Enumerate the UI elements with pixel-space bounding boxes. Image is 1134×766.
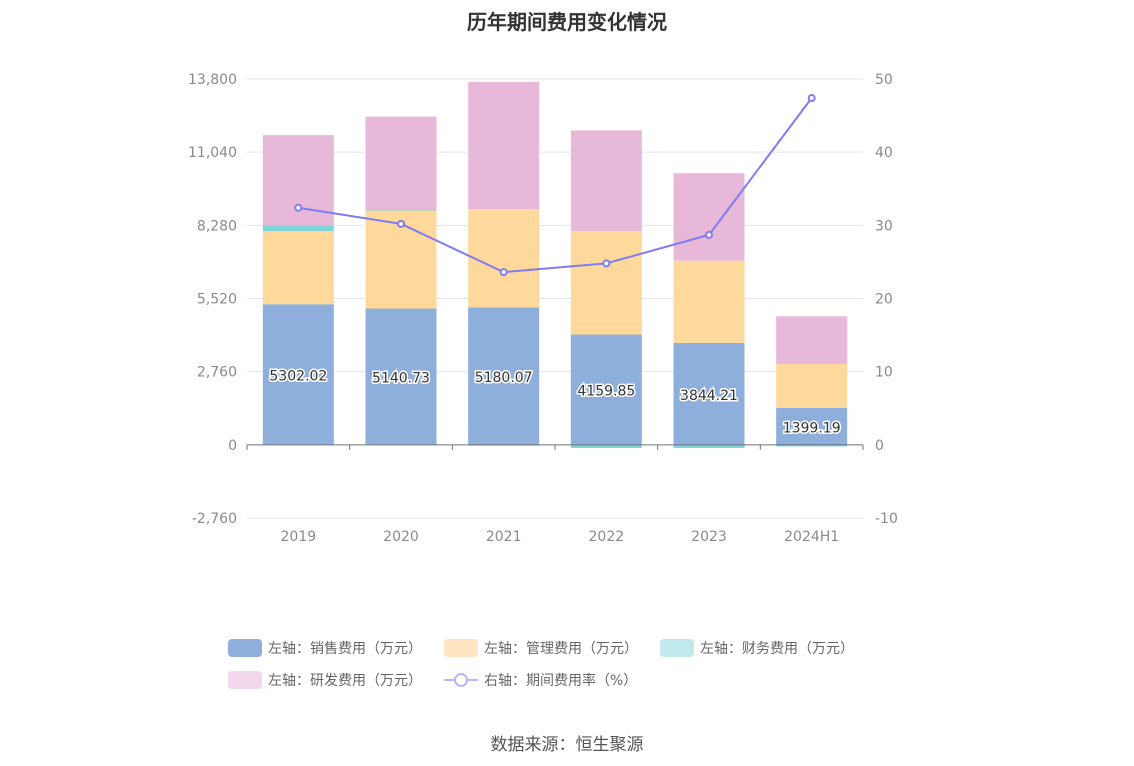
data-label-sales: 1399.19 [783, 420, 841, 436]
bar-segment-series-0-2022 [570, 334, 642, 445]
x-tick-label: 2019 [281, 529, 317, 545]
bar-segment-series-3-2021 [468, 81, 540, 210]
x-tick-label: 2020 [383, 529, 419, 545]
y-left-tick-label: 13,800 [188, 72, 237, 88]
data-labels: 5302.02 5140.73 5180.07 4159.85 3844.21 1399.… [268, 367, 842, 438]
legend-swatch-rd [228, 671, 262, 689]
legend-item-rd[interactable]: 左轴：研发费用（万元） [228, 670, 422, 690]
bar-segment-series-0-2020 [365, 308, 437, 445]
legend-swatch-admin [444, 639, 478, 657]
legend-item-admin[interactable]: 左轴：管理费用（万元） [444, 638, 638, 658]
y-left-tick-label: -2,760 [192, 511, 237, 527]
legend-label-rate: 右轴：期间费用率（%） [484, 673, 638, 689]
bar-segment-series-0-2019 [262, 304, 334, 445]
y-left-tick-label: 0 [228, 438, 237, 454]
y-right-tick-label: -10 [875, 511, 898, 527]
bar-segment-series-2-2022 [570, 444, 642, 449]
legend-item-finance[interactable]: 左轴：财务费用（万元） [660, 638, 854, 658]
bar-segment-series-2-2024H1 [776, 444, 848, 447]
data-label-sales: 5302.02 [269, 369, 327, 385]
legend-label-finance: 左轴：财务费用（万元） [700, 641, 854, 657]
y-left-tick-label: 2,760 [197, 365, 237, 381]
bar-segment-series-1-2019 [262, 231, 334, 305]
bar-segment-series-3-2020 [365, 116, 437, 210]
rate-point-2024H1 [807, 94, 816, 103]
y-left-tick-label: 5,520 [197, 292, 237, 308]
bar-segment-series-2-2023 [673, 444, 745, 449]
y-right-tick-label: 30 [875, 218, 893, 234]
rate-point-2022 [602, 259, 611, 268]
y-left-tick-label: 8,280 [197, 218, 237, 234]
bar-series [262, 81, 848, 449]
x-tick-label: 2023 [691, 529, 727, 545]
grid-lines [247, 78, 863, 519]
legend-item-sales[interactable]: 左轴：销售费用（万元） [228, 638, 422, 658]
legend-swatch-sales [228, 639, 262, 657]
data-label-sales: 5180.07 [475, 370, 533, 386]
legend-swatch-finance [660, 639, 694, 657]
legend-label-admin: 左轴：管理费用（万元） [484, 641, 638, 657]
y-right-tick-label: 10 [875, 365, 893, 381]
axes: 13,800 11,040 8,280 5,520 2,760 0 -2,760 50 40 30… [188, 72, 898, 545]
bar-segment-series-1-2021 [468, 209, 540, 308]
rate-line-series [294, 94, 816, 277]
x-tick-label: 2022 [589, 529, 625, 545]
bar-segment-series-0-2023 [673, 342, 745, 445]
x-tick-label: 2024H1 [784, 529, 839, 545]
bar-segment-series-2-2020 [365, 209, 437, 211]
bar-segment-series-3-2023 [673, 173, 745, 261]
y-right-tick-label: 40 [875, 145, 893, 161]
rate-point-2021 [499, 268, 508, 277]
bar-segment-series-0-2024H1 [776, 407, 848, 445]
y-right-tick-label: 20 [875, 292, 893, 308]
legend-label-rd: 左轴：研发费用（万元） [268, 673, 422, 689]
legend: 左轴：销售费用（万元） 左轴：管理费用（万元） 左轴：财务费用（万元） 左轴：研… [228, 632, 928, 696]
data-source-note: 数据来源：恒生聚源 [490, 735, 644, 755]
legend-label-sales: 左轴：销售费用（万元） [268, 641, 422, 657]
chart-title: 历年期间费用变化情况 [467, 10, 667, 34]
rate-point-2020 [397, 219, 405, 228]
data-label-sales: 3844.21 [680, 388, 738, 404]
y-left-tick-label: 11,040 [188, 145, 237, 161]
x-tick-label: 2021 [486, 529, 522, 545]
y-right-tick-label: 50 [875, 72, 893, 88]
bar-segment-series-1-2022 [570, 231, 642, 335]
data-label-sales: 4159.85 [577, 384, 635, 400]
bar-segment-series-3-2022 [570, 130, 642, 232]
data-label-sales: 5140.73 [372, 371, 430, 387]
rate-point-2019 [294, 203, 303, 212]
bar-segment-series-0-2021 [468, 307, 540, 445]
rate-line [298, 97, 813, 274]
bar-segment-series-3-2024H1 [776, 316, 848, 365]
rate-point-2023 [705, 230, 713, 239]
bar-segment-series-1-2024H1 [776, 364, 848, 408]
y-right-tick-label: 0 [875, 438, 884, 454]
legend-swatch-rate [444, 671, 478, 689]
bar-segment-series-2-2019 [262, 225, 334, 232]
bar-segment-series-1-2023 [673, 260, 745, 343]
legend-item-rate[interactable]: 右轴：期间费用率（%） [444, 670, 637, 690]
